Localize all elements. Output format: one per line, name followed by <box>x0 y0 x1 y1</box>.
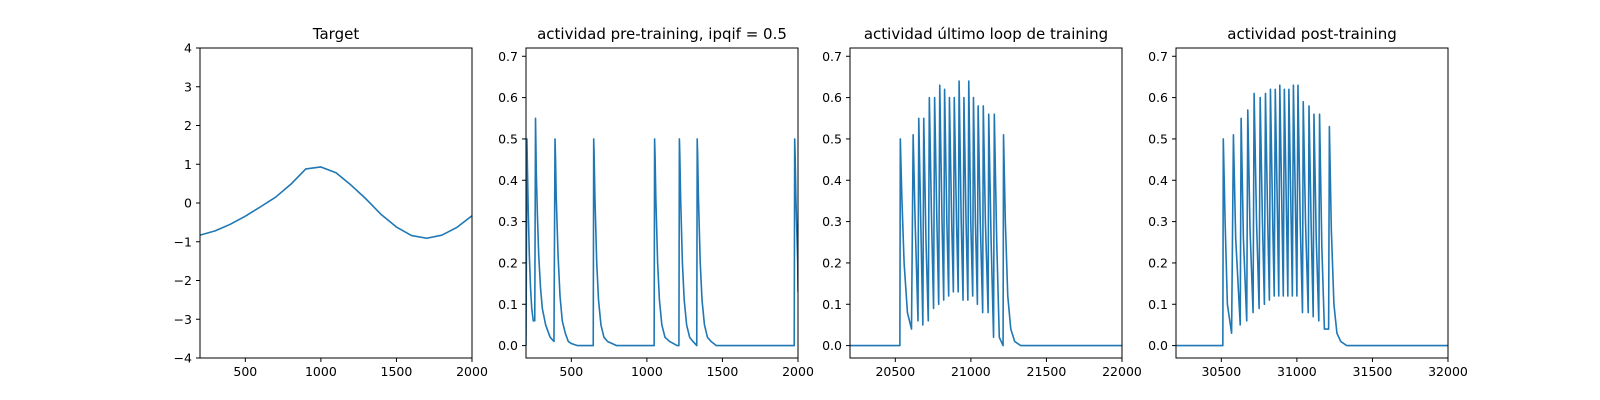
y-tick-label: 0.0 <box>1148 338 1168 353</box>
subplot-pre-training: 500 1000 1500 2000 0.0 0.1 0.2 0.3 0.4 0.5 0.6 0.7 a… <box>498 25 814 379</box>
y-tick-label: 0.3 <box>498 214 518 229</box>
axes-frame <box>525 47 799 359</box>
x-tick-label: 1000 <box>631 364 663 379</box>
y-tick-label: 2 <box>184 118 192 133</box>
x-tick-label: 2000 <box>456 364 488 379</box>
series-line-0 <box>850 80 1122 347</box>
x-tick-label: 500 <box>233 364 257 379</box>
y-tick-label: 0.7 <box>1148 49 1168 64</box>
series-line-0 <box>526 117 798 347</box>
x-tick-label: 2000 <box>782 364 814 379</box>
y-tick-label: −2 <box>174 273 192 288</box>
series-line-0 <box>1176 84 1448 347</box>
y-tick-label: 0.3 <box>1148 214 1168 229</box>
y-tick-label: 0.5 <box>1148 131 1168 146</box>
subplot-title: actividad último loop de training <box>864 25 1108 43</box>
subplot-title: actividad post-training <box>1227 25 1396 43</box>
y-tick-label: 0 <box>184 196 192 211</box>
y-tick-label: 0.4 <box>822 173 842 188</box>
y-tick-label: 0.6 <box>822 90 842 105</box>
y-tick-label: 1 <box>184 157 192 172</box>
y-tick-label: 0.6 <box>1148 90 1168 105</box>
y-tick-label: 0.6 <box>498 90 518 105</box>
y-tick-label: 0.0 <box>822 338 842 353</box>
x-tick-label: 21000 <box>951 364 991 379</box>
y-tick-label: 0.1 <box>498 297 518 312</box>
x-tick-label: 21500 <box>1027 364 1067 379</box>
y-tick-label: 0.7 <box>498 49 518 64</box>
y-tick-label: 0.2 <box>498 255 518 270</box>
y-tick-label: 0.5 <box>498 131 518 146</box>
y-tick-label: 0.5 <box>822 131 842 146</box>
y-tick-label: −1 <box>174 234 192 249</box>
subplot-post-training: 30500 31000 31500 32000 0.0 0.1 0.2 0.3 0.4 0.5 0.… <box>1148 25 1468 379</box>
y-tick-label: 0.4 <box>498 173 518 188</box>
y-tick-label: 0.2 <box>1148 255 1168 270</box>
axes-frame <box>849 47 1123 359</box>
y-tick-label: 0.1 <box>1148 297 1168 312</box>
x-tick-label: 20500 <box>875 364 915 379</box>
y-tick-label: 3 <box>184 79 192 94</box>
y-tick-label: 0.4 <box>1148 173 1168 188</box>
series-line-0 <box>200 166 472 240</box>
axes-frame <box>1175 47 1449 359</box>
y-tick-label: 0.7 <box>822 49 842 64</box>
y-tick-label: −3 <box>174 312 192 327</box>
x-tick-label: 22000 <box>1102 364 1142 379</box>
x-tick-label: 1500 <box>381 364 413 379</box>
subplot-title: actividad pre-training, ipqif = 0.5 <box>537 25 787 43</box>
x-tick-label: 32000 <box>1428 364 1468 379</box>
y-tick-label: 0.2 <box>822 255 842 270</box>
x-tick-label: 500 <box>559 364 583 379</box>
subplot-target: 500 1000 1500 2000 −4 −3 −2 −1 0 1 2 3 4 Target <box>174 25 488 379</box>
y-tick-label: 0.1 <box>822 297 842 312</box>
y-tick-label: −4 <box>174 351 192 366</box>
y-tick-label: 4 <box>184 41 192 56</box>
x-tick-label: 31000 <box>1277 364 1317 379</box>
subplot-ultimo-loop: 20500 21000 21500 22000 0.0 0.1 0.2 0.3 0.4 0.5 0.… <box>822 25 1142 379</box>
x-tick-label: 1000 <box>305 364 337 379</box>
x-tick-label: 31500 <box>1353 364 1393 379</box>
y-tick-label: 0.0 <box>498 338 518 353</box>
x-tick-label: 1500 <box>707 364 739 379</box>
x-tick-label: 30500 <box>1201 364 1241 379</box>
subplot-title: Target <box>312 25 360 43</box>
y-tick-label: 0.3 <box>822 214 842 229</box>
